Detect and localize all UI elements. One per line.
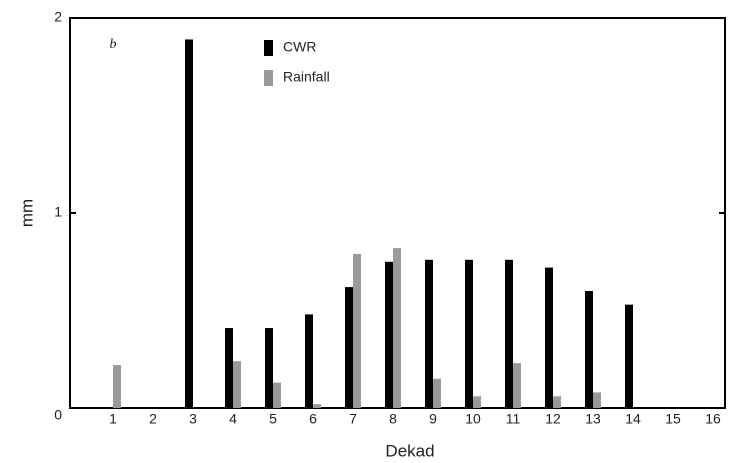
bar xyxy=(433,378,441,408)
bar xyxy=(545,267,553,408)
legend-label: CWR xyxy=(283,39,316,55)
annotation: b xyxy=(110,37,117,52)
x-tick-label: 10 xyxy=(465,411,481,427)
bar xyxy=(593,392,601,408)
bar xyxy=(553,396,561,408)
bar xyxy=(345,287,353,408)
y-axis-label: mm xyxy=(17,199,36,227)
x-tick-label: 11 xyxy=(506,411,521,427)
bar xyxy=(273,382,281,408)
x-tick-label: 9 xyxy=(429,411,437,427)
bar xyxy=(225,328,233,408)
y-tick-label: 1 xyxy=(54,204,62,220)
x-tick-label: 6 xyxy=(309,411,317,427)
x-tick-label: 4 xyxy=(229,411,237,427)
bar xyxy=(425,259,433,408)
legend-swatch xyxy=(264,40,273,56)
legend-label: Rainfall xyxy=(283,69,330,85)
bar xyxy=(305,314,313,408)
bar xyxy=(473,396,481,408)
bar xyxy=(393,248,401,408)
bar xyxy=(233,361,241,408)
x-tick-label: 16 xyxy=(705,411,721,427)
x-tick-label: 8 xyxy=(389,411,397,427)
x-tick-label: 15 xyxy=(665,411,681,427)
x-tick-label: 5 xyxy=(269,411,277,427)
x-tick-label: 14 xyxy=(625,411,641,427)
x-tick-label: 3 xyxy=(189,411,197,427)
bar xyxy=(625,304,633,408)
bar xyxy=(113,365,121,408)
bar xyxy=(385,261,393,408)
bar xyxy=(313,404,321,408)
y-tick-label: 2 xyxy=(54,9,62,25)
bar xyxy=(465,259,473,408)
bar xyxy=(185,39,193,408)
bar xyxy=(513,363,521,408)
bar xyxy=(265,328,273,408)
bar xyxy=(353,253,361,408)
x-tick-label: 13 xyxy=(585,411,601,427)
x-axis-label: Dekad xyxy=(385,441,434,460)
bar xyxy=(585,291,593,408)
legend-swatch xyxy=(264,70,273,86)
x-tick-label: 2 xyxy=(149,411,157,427)
x-tick-label: 12 xyxy=(545,411,561,427)
y-tick-label: 0 xyxy=(54,407,62,423)
bar xyxy=(505,259,513,408)
x-tick-label: 7 xyxy=(349,411,357,427)
x-tick-label: 1 xyxy=(109,411,117,427)
